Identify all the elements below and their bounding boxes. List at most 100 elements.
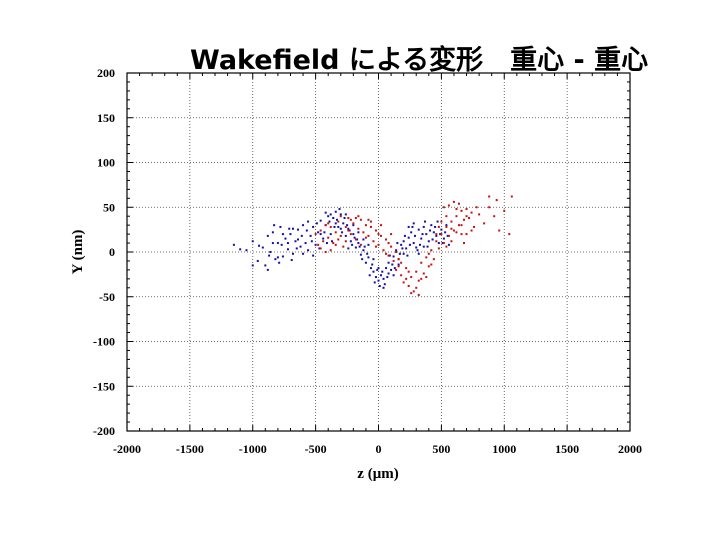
scatter-point-red bbox=[397, 258, 400, 261]
scatter-point-blue bbox=[382, 277, 385, 280]
scatter-point-red bbox=[445, 215, 448, 218]
scatter-point-red bbox=[493, 215, 496, 218]
scatter-point-red bbox=[475, 206, 478, 209]
scatter-point-blue bbox=[310, 240, 313, 243]
scatter-point-blue bbox=[266, 234, 269, 237]
scatter-point-blue bbox=[386, 276, 389, 279]
scatter-point-blue bbox=[349, 240, 352, 243]
scatter-point-blue bbox=[424, 220, 427, 223]
scatter-point-blue bbox=[288, 227, 291, 230]
scatter-point-blue bbox=[336, 218, 339, 221]
scatter-point-red bbox=[377, 243, 380, 246]
scatter-point-red bbox=[445, 225, 448, 228]
scatter-point-blue bbox=[444, 231, 447, 234]
scatter-point-blue bbox=[318, 247, 321, 250]
scatter-point-blue bbox=[334, 222, 337, 225]
scatter-point-red bbox=[460, 209, 463, 212]
scatter-point-blue bbox=[286, 248, 289, 251]
scatter-point-blue bbox=[410, 231, 413, 234]
scatter-point-red bbox=[442, 242, 445, 245]
scatter-point-blue bbox=[359, 253, 362, 256]
scatter-point-red bbox=[364, 236, 367, 239]
scatter-point-blue bbox=[290, 259, 293, 262]
scatter-point-blue bbox=[251, 264, 254, 267]
scatter-point-blue bbox=[366, 252, 369, 255]
scatter-point-blue bbox=[403, 234, 406, 237]
scatter-point-blue bbox=[373, 281, 376, 284]
scatter-point-blue bbox=[339, 227, 342, 230]
scatter-point-red bbox=[385, 238, 388, 241]
scatter-point-blue bbox=[266, 268, 269, 271]
scatter-point-blue bbox=[429, 229, 432, 232]
scatter-point-blue bbox=[430, 224, 433, 227]
scatter-point-red bbox=[395, 251, 398, 253]
scatter-point-blue bbox=[357, 231, 360, 234]
scatter-point-red bbox=[349, 218, 352, 221]
scatter-point-red bbox=[362, 231, 365, 234]
scatter-point-blue bbox=[416, 249, 419, 252]
scatter-point-red bbox=[465, 233, 468, 236]
scatter-point-blue bbox=[305, 229, 308, 232]
scatter-point-blue bbox=[441, 242, 444, 245]
scatter-point-blue bbox=[356, 238, 359, 241]
scatter-point-red bbox=[395, 268, 398, 271]
scatter-point-blue bbox=[271, 231, 274, 234]
scatter-point-red bbox=[324, 224, 327, 227]
scatter-point-blue bbox=[372, 258, 375, 261]
scatter-point-red bbox=[344, 240, 347, 243]
scatter-point-blue bbox=[361, 258, 364, 261]
scatter-point-red bbox=[430, 249, 433, 252]
scatter-point-blue bbox=[371, 263, 374, 266]
scatter-point-blue bbox=[261, 246, 264, 249]
scatter-point-blue bbox=[374, 276, 377, 279]
scatter-point-blue bbox=[323, 231, 326, 234]
scatter-point-blue bbox=[357, 242, 360, 245]
scatter-point-blue bbox=[442, 237, 445, 240]
scatter-point-red bbox=[450, 240, 453, 243]
scatter-point-red bbox=[344, 225, 347, 228]
x-tick-label: -2000 bbox=[113, 442, 141, 456]
scatter-point-blue bbox=[387, 261, 390, 264]
scatter-point-red bbox=[392, 259, 395, 262]
scatter-point-blue bbox=[302, 252, 305, 255]
scatter-point-blue bbox=[299, 245, 302, 248]
scatter-point-blue bbox=[309, 234, 312, 237]
scatter-point-blue bbox=[420, 237, 423, 240]
minor-ticks bbox=[126, 72, 631, 432]
scatter-point-blue bbox=[412, 222, 415, 225]
scatter-point-blue bbox=[436, 220, 439, 223]
x-tick-labels: -2000 -1500 -1000 -500 0 500 1000 1500 2000 bbox=[113, 442, 642, 456]
y-tick-label: 50 bbox=[103, 200, 115, 214]
scatter-point-blue bbox=[364, 261, 367, 264]
scatter-point-blue bbox=[446, 234, 449, 237]
scatter-point-blue bbox=[307, 249, 310, 252]
scatter-point-red bbox=[460, 233, 463, 236]
scatter-point-blue bbox=[268, 254, 271, 257]
scatter-point-red bbox=[457, 202, 460, 205]
y-tick-label: 150 bbox=[97, 111, 115, 125]
scatter-point-blue bbox=[398, 252, 401, 255]
scatter-point-red bbox=[463, 218, 466, 221]
scatter-point-red bbox=[354, 238, 357, 241]
scatter-point-blue bbox=[407, 236, 410, 239]
scatter-point-blue bbox=[392, 255, 395, 258]
scatter-point-blue bbox=[338, 208, 341, 211]
scatter-point-blue bbox=[397, 263, 400, 266]
scatter-point-red bbox=[397, 265, 400, 268]
scatter-point-red bbox=[352, 222, 355, 225]
scatter-point-blue bbox=[276, 242, 279, 245]
x-tick-label: -500 bbox=[305, 442, 327, 456]
scatter-point-blue bbox=[281, 255, 284, 258]
scatter-point-blue bbox=[315, 222, 318, 225]
scatter-point-red bbox=[329, 249, 332, 252]
scatter-point-blue bbox=[411, 225, 414, 228]
scatter-point-blue bbox=[256, 259, 259, 262]
series-red bbox=[314, 195, 513, 296]
scatter-point-blue bbox=[413, 234, 416, 237]
scatter-point-red bbox=[369, 220, 372, 223]
scatter-point-red bbox=[417, 293, 420, 296]
scatter-point-red bbox=[445, 245, 448, 248]
scatter-point-blue bbox=[405, 247, 408, 250]
scatter-point-blue bbox=[407, 225, 410, 228]
